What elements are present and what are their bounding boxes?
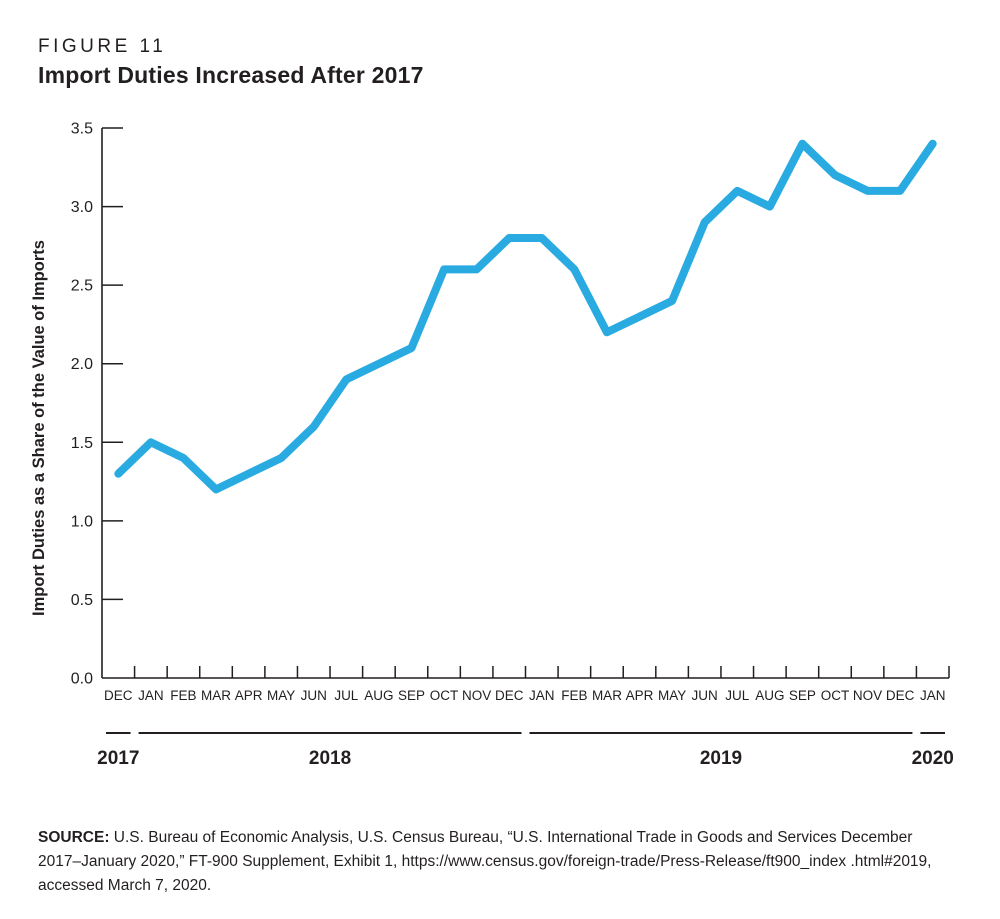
month-label: JUN — [301, 688, 327, 703]
y-tick-label: 0.5 — [71, 592, 93, 609]
month-label: MAY — [267, 688, 295, 703]
month-label: MAR — [201, 688, 231, 703]
year-label: 2018 — [309, 748, 351, 769]
y-tick-label: 1.0 — [71, 513, 93, 530]
figure-number-label: FIGURE 11 — [38, 36, 167, 57]
month-label: AUG — [364, 688, 393, 703]
month-label: NOV — [853, 688, 882, 703]
month-label: APR — [626, 688, 654, 703]
month-label: NOV — [462, 688, 491, 703]
month-label: DEC — [495, 688, 524, 703]
month-label: DEC — [886, 688, 915, 703]
month-label: JAN — [529, 688, 555, 703]
figure-header: FIGURE 11 Import Duties Increased After … — [38, 36, 424, 89]
month-label: OCT — [821, 688, 850, 703]
y-tick-label: 3.5 — [71, 121, 93, 138]
month-label: JAN — [138, 688, 164, 703]
month-label: JUN — [692, 688, 718, 703]
y-tick-label: 3.0 — [71, 199, 93, 216]
month-label: SEP — [398, 688, 425, 703]
source-text: U.S. Bureau of Economic Analysis, U.S. C… — [38, 829, 932, 894]
source-label: SOURCE: — [38, 829, 110, 846]
y-tick-label: 2.5 — [71, 278, 93, 295]
month-label: JAN — [920, 688, 946, 703]
month-label: FEB — [561, 688, 587, 703]
month-label: AUG — [755, 688, 784, 703]
y-tick-label: 1.5 — [71, 435, 93, 452]
year-label: 2019 — [700, 748, 742, 769]
month-label: APR — [235, 688, 263, 703]
month-label: MAR — [592, 688, 622, 703]
source-note: SOURCE: U.S. Bureau of Economic Analysis… — [38, 826, 956, 898]
month-label: OCT — [430, 688, 459, 703]
month-label: JUL — [334, 688, 358, 703]
import-duties-line-chart: 0.0 0.5 1.0 1.5 2.0 2.5 3.0 3.5 DEC JAN FEB MAR APR M… — [30, 121, 954, 770]
y-axis-title: Import Duties as a Share of the Value of… — [30, 240, 48, 616]
month-label: DEC — [104, 688, 133, 703]
y-tick-label: 2.0 — [71, 356, 93, 373]
year-label: 2020 — [912, 748, 954, 769]
figure-title: Import Duties Increased After 2017 — [38, 61, 424, 88]
year-label: 2017 — [97, 748, 139, 769]
y-tick-label: 0.0 — [71, 671, 93, 688]
month-label: MAY — [658, 688, 686, 703]
month-label: FEB — [170, 688, 196, 703]
data-line — [114, 139, 937, 494]
month-label: SEP — [789, 688, 816, 703]
month-label: JUL — [725, 688, 749, 703]
